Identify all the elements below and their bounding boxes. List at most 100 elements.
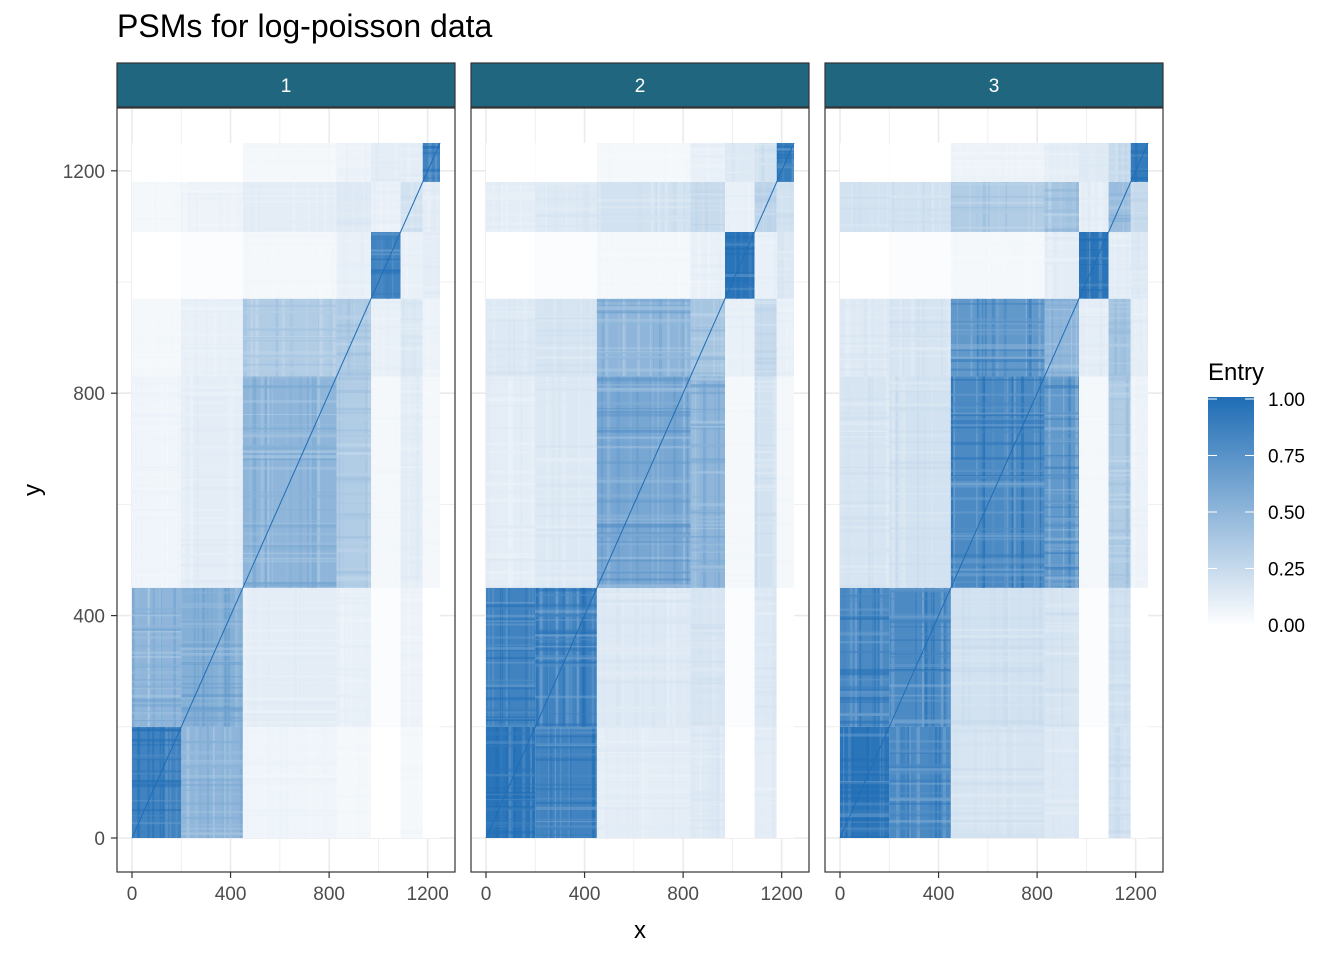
heatmap-stripe (1108, 583, 1131, 587)
heatmap-stripe (754, 197, 777, 200)
heatmap-stripe (1044, 723, 1080, 727)
heatmap-stripe (725, 277, 755, 279)
heatmap-stripe (132, 214, 182, 217)
heatmap-stripe (950, 469, 1045, 473)
heatmap-stripe (1108, 797, 1131, 800)
heatmap-stripe (486, 710, 536, 712)
heatmap-stripe (754, 307, 777, 310)
heatmap-stripe (1044, 261, 1080, 265)
heatmap-stripe (486, 213, 536, 216)
heatmap-stripe (181, 498, 243, 501)
heatmap-stripe (950, 595, 1045, 597)
heatmap-stripe (840, 355, 890, 358)
heatmap-stripe (400, 612, 423, 615)
heatmap-stripe (132, 204, 182, 207)
heatmap-stripe (422, 254, 440, 256)
heatmap-stripe (239, 726, 243, 838)
heatmap-stripe (840, 428, 890, 431)
heatmap-stripe (840, 224, 890, 227)
heatmap-stripe (132, 757, 182, 761)
heatmap-stripe (336, 287, 372, 290)
heatmap-stripe (628, 726, 630, 838)
heatmap-stripe (596, 755, 691, 757)
heatmap-block (181, 143, 243, 182)
heatmap-stripe (237, 587, 241, 727)
heatmap-stripe (416, 181, 419, 232)
heatmap-stripe (847, 376, 850, 588)
heatmap-stripe (684, 298, 688, 377)
heatmap-stripe (418, 181, 421, 232)
heatmap-stripe (206, 726, 209, 838)
heatmap-stripe (1044, 215, 1080, 217)
heatmap-stripe (371, 545, 401, 549)
heatmap-stripe (1044, 694, 1080, 696)
heatmap-stripe (1079, 289, 1109, 292)
heatmap-stripe (181, 395, 243, 398)
heatmap-stripe (1130, 538, 1148, 542)
heatmap-stripe (1062, 298, 1067, 377)
heatmap-stripe (400, 284, 423, 287)
heatmap-stripe (776, 509, 794, 512)
heatmap-stripe (690, 199, 726, 203)
heatmap-stripe (734, 376, 737, 588)
heatmap-stripe (255, 376, 257, 588)
heatmap-stripe (486, 558, 536, 563)
heatmap-stripe (690, 209, 726, 212)
heatmap-stripe (840, 802, 890, 806)
heatmap-stripe (1130, 567, 1148, 569)
heatmap-stripe (690, 798, 726, 802)
heatmap-stripe (1120, 298, 1123, 377)
heatmap-stripe (1044, 707, 1080, 711)
heatmap-stripe (1044, 582, 1080, 586)
heatmap-stripe (486, 716, 536, 719)
heatmap-stripe (889, 569, 951, 573)
heatmap-stripe (1120, 376, 1123, 588)
heatmap-stripe (535, 634, 597, 636)
heatmap-stripe (871, 376, 876, 588)
heatmap-stripe (486, 618, 536, 622)
heatmap-stripe (1044, 537, 1080, 541)
heatmap-stripe (371, 308, 401, 311)
heatmap-stripe (840, 434, 890, 436)
heatmap-stripe (754, 594, 777, 596)
heatmap-stripe (242, 427, 337, 430)
heatmap-stripe (773, 298, 776, 377)
heatmap-stripe (400, 499, 423, 502)
heatmap-stripe (1079, 237, 1109, 241)
heatmap-stripe (486, 787, 536, 789)
heatmap-stripe (1108, 745, 1131, 748)
heatmap-stripe (889, 338, 951, 341)
heatmap-stripe (840, 614, 890, 617)
heatmap-stripe (400, 447, 423, 451)
heatmap-stripe (1108, 505, 1131, 509)
heatmap-stripe (486, 534, 536, 538)
heatmap-stripe (725, 157, 755, 160)
heatmap-stripe (181, 686, 243, 689)
heatmap-stripe (206, 587, 209, 727)
heatmap-stripe (181, 417, 243, 420)
heatmap-stripe (596, 556, 691, 559)
heatmap-stripe (725, 448, 755, 452)
heatmap-stripe (950, 554, 1045, 558)
heatmap-stripe (950, 634, 1045, 638)
heatmap-stripe (840, 439, 890, 443)
heatmap-stripe (400, 304, 423, 308)
heatmap-stripe (1130, 192, 1148, 194)
heatmap-stripe (181, 653, 243, 655)
diagonal-line (131, 142, 441, 839)
heatmap-stripe (690, 618, 726, 621)
heatmap-stripe (336, 415, 372, 419)
heatmap-stripe (132, 360, 182, 364)
heatmap-stripe (1006, 298, 1010, 377)
heatmap-stripe (242, 545, 337, 548)
heatmap-stripe (840, 516, 890, 520)
heatmap-stripe (486, 498, 536, 503)
heatmap-stripe (371, 350, 401, 352)
heatmap-stripe (1108, 541, 1131, 544)
heatmap-stripe (400, 580, 423, 583)
heatmap-stripe (174, 181, 178, 232)
heatmap-stripe (725, 526, 755, 528)
heatmap-stripe (889, 451, 951, 454)
heatmap-stripe (1044, 660, 1080, 663)
heatmap-stripe (889, 213, 951, 217)
